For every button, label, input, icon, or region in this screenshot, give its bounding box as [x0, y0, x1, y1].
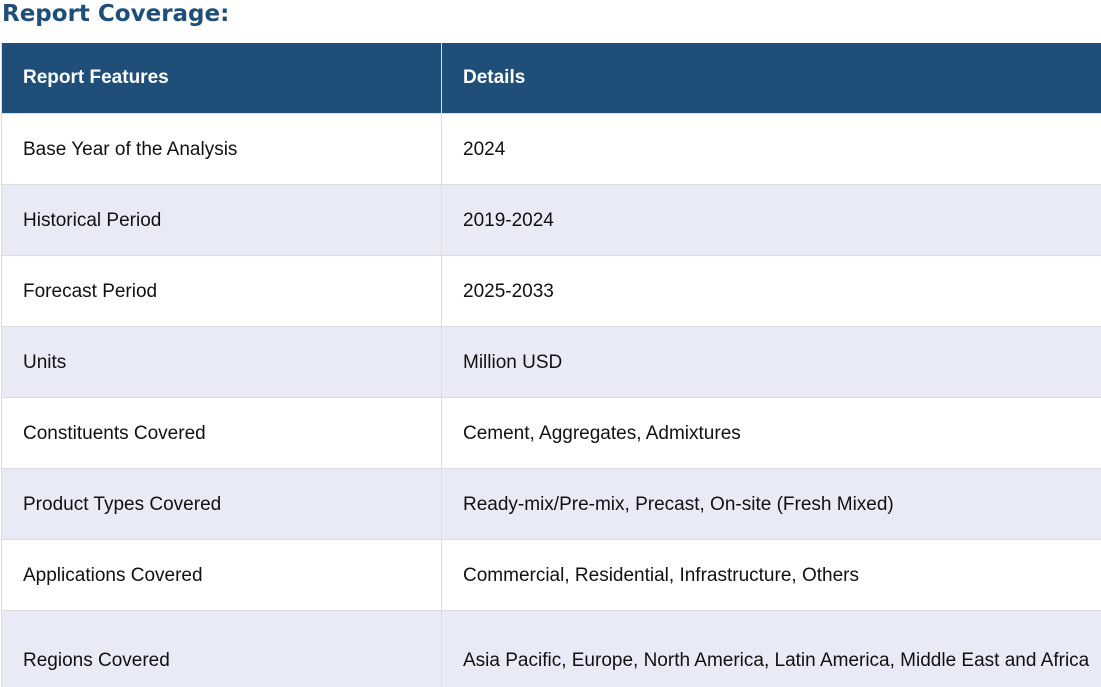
table-row: Historical Period 2019-2024 — [1, 184, 1101, 256]
feature-cell: Product Types Covered — [1, 468, 442, 540]
table-row: Constituents Covered Cement, Aggregates,… — [1, 397, 1101, 469]
details-cell: 2025-2033 — [441, 255, 1101, 327]
feature-cell: Regions Covered — [1, 610, 442, 687]
report-coverage-table: Report Features Details Base Year of the… — [1, 43, 1101, 687]
feature-cell: Applications Covered — [1, 539, 442, 611]
details-cell: Ready-mix/Pre-mix, Precast, On-site (Fre… — [441, 468, 1101, 540]
page-title: Report Coverage: — [2, 1, 230, 27]
feature-cell: Units — [1, 326, 442, 398]
header-report-features: Report Features — [1, 43, 442, 114]
feature-cell: Historical Period — [1, 184, 442, 256]
details-cell: Asia Pacific, Europe, North America, Lat… — [441, 610, 1101, 687]
details-cell: Million USD — [441, 326, 1101, 398]
feature-cell: Forecast Period — [1, 255, 442, 327]
details-cell: 2019-2024 — [441, 184, 1101, 256]
details-cell: Cement, Aggregates, Admixtures — [441, 397, 1101, 469]
table-row: Regions Covered Asia Pacific, Europe, No… — [1, 610, 1101, 687]
header-details: Details — [441, 43, 1101, 114]
details-cell: 2024 — [441, 113, 1101, 185]
feature-cell: Constituents Covered — [1, 397, 442, 469]
table-row: Product Types Covered Ready-mix/Pre-mix,… — [1, 468, 1101, 540]
table-row: Forecast Period 2025-2033 — [1, 255, 1101, 327]
table-header-row: Report Features Details — [1, 43, 1101, 114]
table-row: Units Million USD — [1, 326, 1101, 398]
table-row: Applications Covered Commercial, Residen… — [1, 539, 1101, 611]
details-cell: Commercial, Residential, Infrastructure,… — [441, 539, 1101, 611]
table-row: Base Year of the Analysis 2024 — [1, 113, 1101, 185]
feature-cell: Base Year of the Analysis — [1, 113, 442, 185]
